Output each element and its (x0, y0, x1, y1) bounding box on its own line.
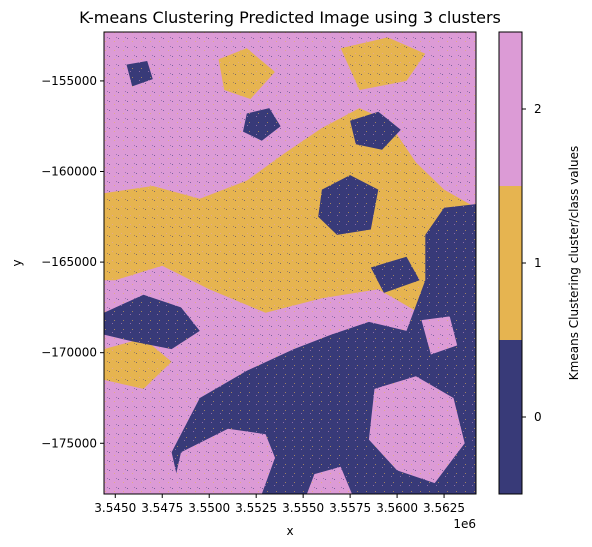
colorbar: 0 1 2 Kmeans Clustering cluster/class valu… (498, 31, 581, 495)
x-tick-label: 3.5625 (423, 501, 465, 515)
colorbar-segment-class-0 (499, 340, 522, 494)
texture-overlay (104, 32, 476, 494)
colorbar-label: Kmeans Clustering cluster/class values (567, 146, 581, 380)
colorbar-segment-class-1 (499, 186, 522, 340)
plot-area (103, 31, 477, 495)
x-tick-label: 3.5450 (94, 501, 136, 515)
x-tick-label: 3.5550 (282, 501, 324, 515)
x-tick-label: 3.5600 (376, 501, 418, 515)
x-tick-label: 3.5575 (329, 501, 371, 515)
colorbar-ticks: 0 1 2 (522, 102, 542, 424)
x-tick-label: 3.5525 (235, 501, 277, 515)
x-tick-label: 3.5500 (188, 501, 230, 515)
y-tick-label: −160000 (41, 165, 97, 179)
colorbar-tick-label: 2 (534, 102, 542, 116)
y-axis: −155000 −160000 −165000 −170000 −175000 (41, 74, 104, 450)
chart-title: K-means Clustering Predicted Image using… (79, 8, 501, 27)
y-axis-label: y (10, 259, 24, 266)
x-axis: 3.5450 3.5475 3.5500 3.5525 3.5550 3.5575 3.56… (94, 494, 465, 515)
colorbar-segment-class-2 (499, 32, 522, 186)
y-tick-label: −155000 (41, 74, 97, 88)
y-tick-label: −170000 (41, 346, 97, 360)
x-axis-offset-label: 1e6 (453, 517, 476, 531)
y-tick-label: −165000 (41, 255, 97, 269)
y-tick-label: −175000 (41, 436, 97, 450)
x-tick-label: 3.5475 (141, 501, 183, 515)
colorbar-segments (499, 32, 522, 494)
x-axis-label: x (286, 524, 293, 538)
colorbar-tick-label: 0 (534, 410, 542, 424)
plot-frame (103, 31, 477, 495)
colorbar-tick-label: 1 (534, 256, 542, 270)
